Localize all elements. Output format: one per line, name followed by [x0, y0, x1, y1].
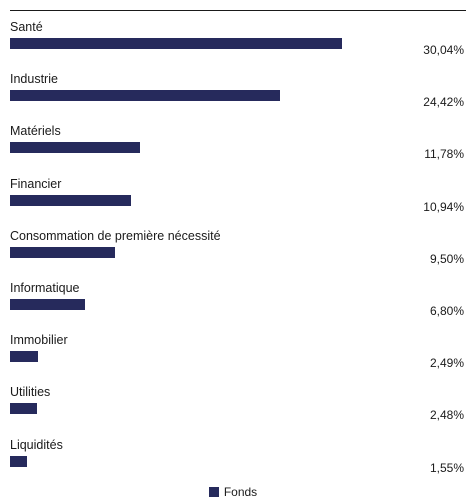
- bar: [10, 403, 38, 415]
- bar-row: Immobilier 2,49%: [0, 333, 466, 373]
- bar-row: Utilities 2,48%: [0, 385, 466, 425]
- legend: Fonds: [0, 485, 466, 499]
- bar-row: Matériels 11,78%: [0, 124, 466, 164]
- legend-label: Fonds: [223, 485, 258, 499]
- category-label: Industrie: [10, 72, 58, 87]
- category-label: Financier: [10, 176, 62, 191]
- category-label: Immobilier: [10, 333, 68, 348]
- bar: [10, 38, 342, 49]
- value-label: 10,94%: [423, 199, 464, 214]
- value-label: 2,48%: [429, 408, 464, 423]
- category-label: Liquidités: [10, 437, 63, 452]
- value-label: 24,42%: [423, 95, 464, 110]
- value-label: 2,49%: [429, 356, 464, 371]
- bar: [10, 142, 141, 154]
- category-label: Santé: [10, 20, 43, 34]
- bar: [10, 351, 38, 363]
- category-label: Matériels: [10, 124, 61, 139]
- bar: [10, 299, 86, 310]
- value-label: 11,78%: [424, 147, 464, 162]
- bar: [10, 246, 115, 258]
- category-label: Informatique: [10, 281, 80, 295]
- value-label: 30,04%: [423, 43, 464, 57]
- category-label: Consommation de première nécessité: [10, 228, 221, 243]
- bar-row: Liquidités 1,55%: [0, 438, 466, 478]
- bar: [10, 455, 28, 467]
- value-label: 6,80%: [429, 304, 464, 318]
- legend-swatch: [208, 487, 219, 497]
- bar-row: Informatique 6,80%: [0, 281, 466, 321]
- bar-row: Financier 10,94%: [0, 177, 466, 217]
- bar: [10, 194, 131, 206]
- bar-row: Consommation de première nécessité 9,50%: [0, 229, 466, 269]
- top-rule: [10, 10, 466, 11]
- category-label: Utilities: [10, 385, 51, 400]
- bar: [10, 90, 280, 102]
- value-label: 9,50%: [429, 251, 464, 266]
- bar-row: Industrie 24,42%: [0, 72, 466, 112]
- bar-row: Santé 30,04%: [0, 20, 466, 60]
- value-label: 1,55%: [429, 460, 464, 475]
